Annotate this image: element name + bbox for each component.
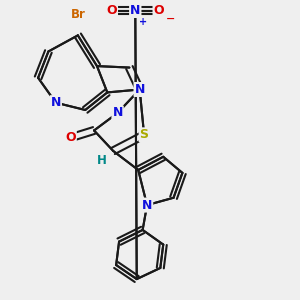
Text: Br: Br <box>70 8 85 20</box>
Text: O: O <box>106 4 117 17</box>
Text: +: + <box>140 17 148 27</box>
Text: N: N <box>51 96 61 109</box>
Text: N: N <box>142 199 152 212</box>
Text: N: N <box>130 4 140 17</box>
Text: N: N <box>134 83 145 96</box>
Text: O: O <box>65 131 76 144</box>
Text: −: − <box>166 14 175 24</box>
Text: O: O <box>154 4 164 17</box>
Text: H: H <box>98 154 107 167</box>
Text: N: N <box>112 106 123 119</box>
Text: S: S <box>140 128 148 141</box>
